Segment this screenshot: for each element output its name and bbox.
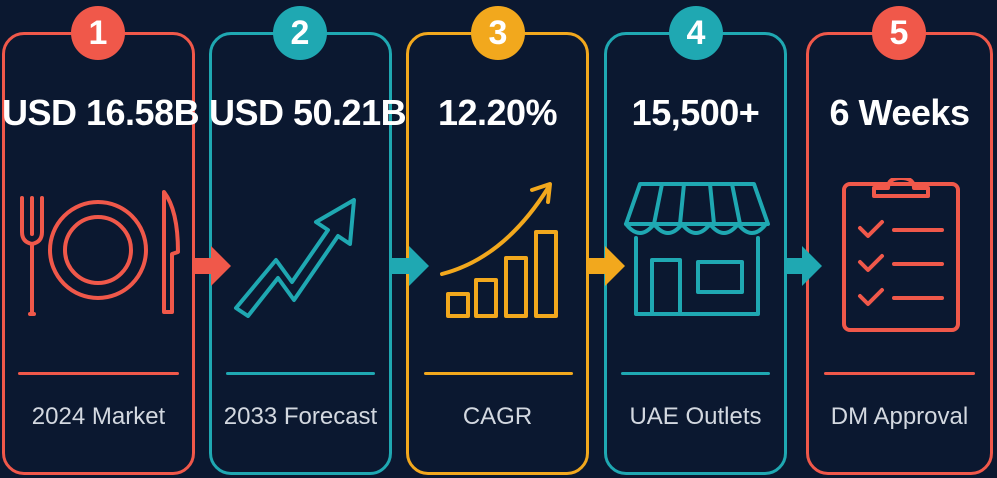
step-label-1: 2024 Market (31, 403, 166, 430)
step-value-2: USD 50.21B (209, 92, 407, 133)
step-number-badge-1: 1 (71, 6, 125, 60)
growth-bar-chart-icon (440, 182, 558, 318)
step-number-badge-3: 3 (471, 6, 525, 60)
step-label-4: UAE Outlets (629, 403, 762, 430)
step-label-2: 2033 Forecast (223, 403, 378, 430)
clipboard-checklist-icon (842, 178, 960, 332)
step-value-3: 12.20% (437, 92, 558, 133)
arrow-right-icon (391, 246, 429, 286)
step-number-badge-2: 2 (273, 6, 327, 60)
step-value-4: 15,500+ (631, 92, 760, 133)
divider-2 (226, 372, 375, 375)
step-value-1: USD 16.58B (2, 92, 200, 133)
divider-3 (424, 372, 573, 375)
step-value-5: 6 Weeks (829, 92, 970, 133)
step-label-3: CAGR (462, 403, 533, 430)
storefront-icon (624, 182, 770, 316)
trend-up-arrow-icon (234, 198, 356, 318)
step-label-5: DM Approval (830, 403, 969, 430)
step-number-badge-5: 5 (872, 6, 926, 60)
step-number-badge-4: 4 (669, 6, 723, 60)
plate-fork-knife-icon (20, 190, 180, 316)
divider-1 (18, 372, 179, 375)
arrow-right-icon (193, 246, 231, 286)
divider-4 (621, 372, 770, 375)
arrow-right-icon (587, 246, 625, 286)
arrow-right-icon (784, 246, 822, 286)
divider-5 (824, 372, 975, 375)
